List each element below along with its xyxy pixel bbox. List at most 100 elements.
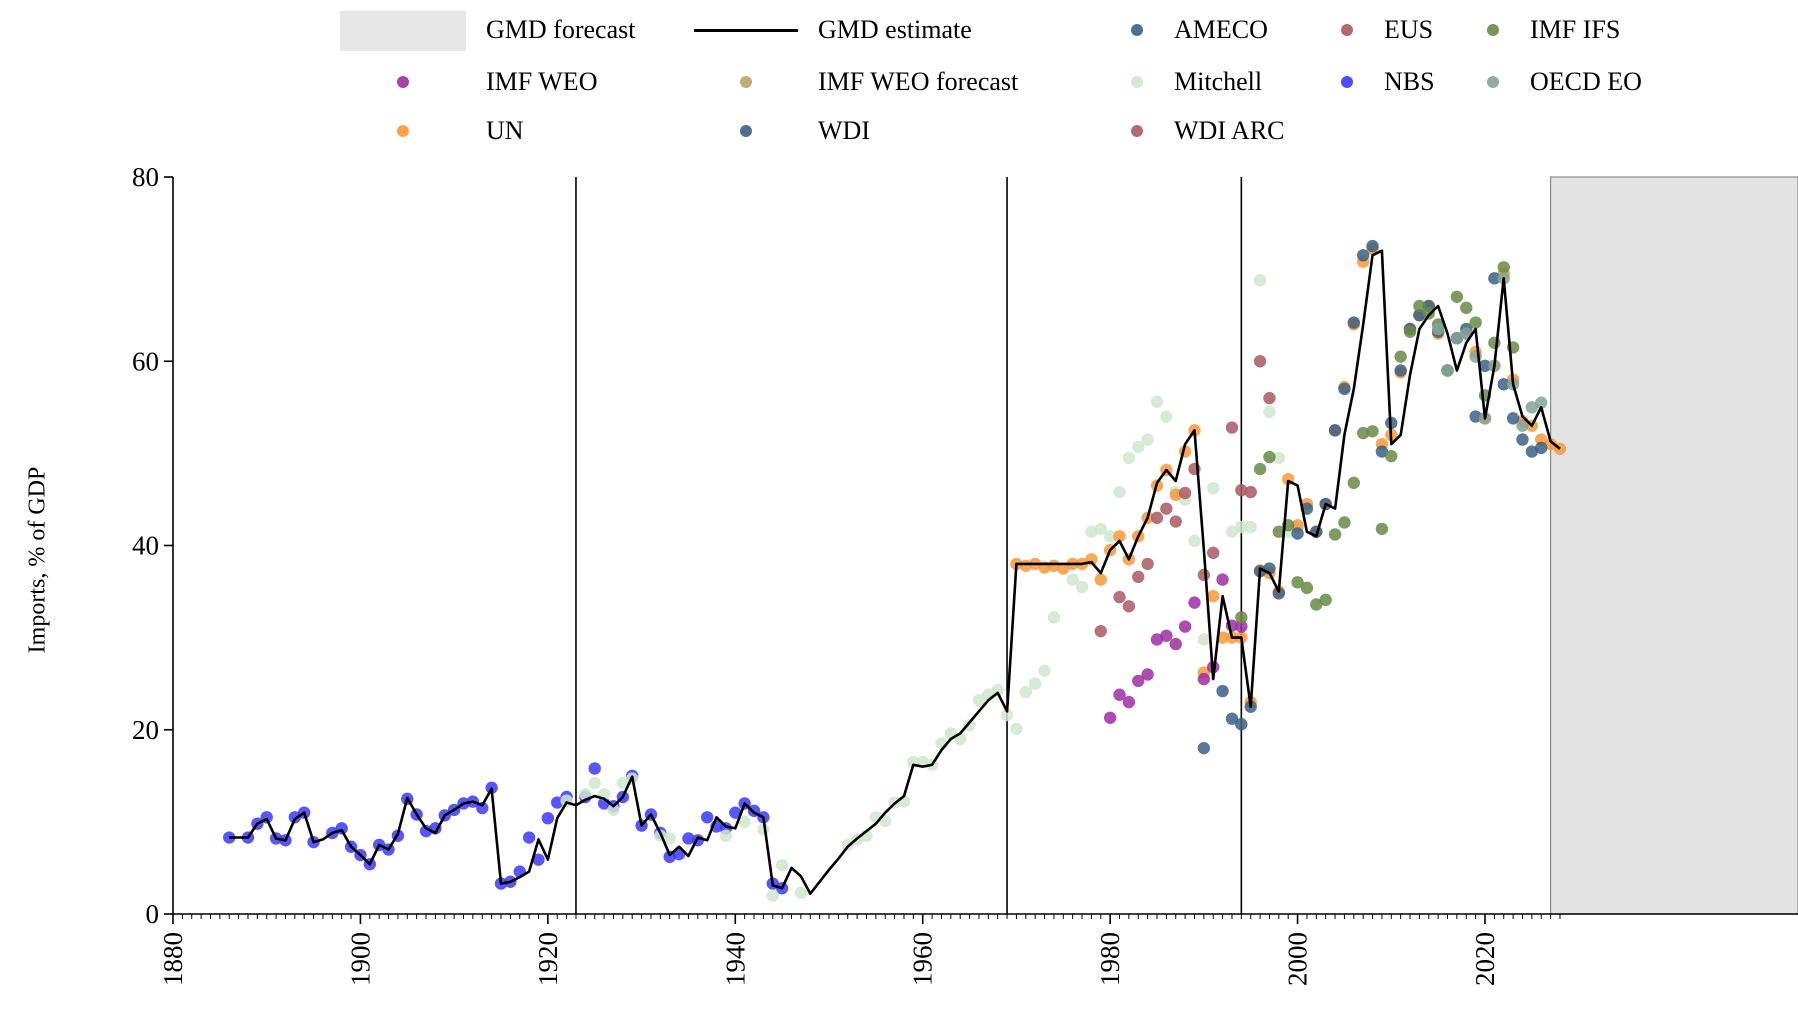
point-nbs bbox=[288, 811, 302, 824]
point-nbs bbox=[700, 811, 714, 824]
point-ameco bbox=[1272, 587, 1286, 600]
point-wdi-arc bbox=[1263, 391, 1276, 405]
point-oecd-eo bbox=[1431, 322, 1445, 336]
point-imf-ifs bbox=[1328, 528, 1342, 541]
point-mitchell bbox=[1047, 611, 1061, 624]
point-wdi-arc bbox=[1132, 570, 1145, 584]
point-mitchell bbox=[607, 803, 620, 817]
point-ameco bbox=[1535, 441, 1548, 455]
point-imf-ifs bbox=[1263, 450, 1276, 464]
point-imf-ifs bbox=[1413, 299, 1426, 313]
x-tick-label: 1880 bbox=[158, 932, 188, 986]
point-ameco bbox=[1197, 741, 1211, 755]
legend-symbol bbox=[1120, 67, 1154, 97]
point-nbs bbox=[419, 824, 433, 838]
vertical-lines-layer bbox=[575, 177, 1243, 914]
point-imf-weo bbox=[1216, 573, 1229, 586]
point-imf-ifs bbox=[1253, 462, 1267, 476]
legend-item-imf-weo: IMF WEO bbox=[340, 67, 597, 97]
point-mitchell bbox=[963, 718, 976, 732]
point-mitchell bbox=[1244, 520, 1257, 534]
y-tick-label: 80 bbox=[132, 162, 159, 192]
point-mitchell bbox=[1141, 433, 1154, 446]
point-wdi-arc bbox=[1207, 546, 1220, 560]
point-imf-ifs bbox=[1488, 336, 1501, 350]
legend-label: Mitchell bbox=[1174, 67, 1263, 96]
legend-symbol bbox=[694, 116, 798, 146]
point-mitchell bbox=[1066, 573, 1079, 586]
legend-symbol bbox=[694, 67, 798, 97]
legend-item-un: UN bbox=[340, 116, 524, 146]
legend-symbol bbox=[1120, 15, 1154, 45]
x-tick-label: 2020 bbox=[1470, 932, 1500, 986]
point-imf-weo bbox=[1160, 629, 1173, 642]
point-imf-weo bbox=[1150, 633, 1164, 646]
y-axis-label: Imports, % of GDP bbox=[24, 466, 51, 654]
legend-item-mitchell: Mitchell bbox=[1120, 67, 1262, 97]
point-mitchell bbox=[1132, 440, 1145, 454]
point-mitchell bbox=[1028, 677, 1042, 690]
point-wdi-arc bbox=[1253, 355, 1267, 368]
point-imf-weo bbox=[1132, 674, 1145, 688]
point-imf-weo bbox=[1103, 711, 1117, 724]
legend-item-imf-ifs: IMF IFS bbox=[1476, 15, 1620, 45]
point-imf-ifs bbox=[1300, 581, 1314, 595]
point-imf-weo bbox=[1122, 695, 1136, 709]
point-imf-ifs bbox=[1394, 350, 1407, 363]
point-mitchell bbox=[1122, 451, 1136, 465]
legend-item-gmd-estimate: GMD estimate bbox=[694, 15, 972, 45]
point-ameco bbox=[1506, 412, 1520, 425]
point-imf-ifs bbox=[1338, 516, 1351, 529]
legend-symbol bbox=[340, 11, 466, 51]
point-imf-weo bbox=[1178, 620, 1192, 633]
legend-label: IMF WEO bbox=[486, 67, 598, 96]
point-oecd-eo bbox=[1525, 401, 1539, 414]
point-mitchell bbox=[1075, 580, 1089, 594]
point-wdi-arc bbox=[1244, 485, 1257, 499]
point-ameco bbox=[1497, 378, 1510, 391]
point-ameco bbox=[1216, 684, 1229, 698]
y-tick-label: 40 bbox=[132, 531, 159, 561]
forecast-band bbox=[1549, 176, 1798, 915]
point-wdi-arc bbox=[1197, 568, 1211, 582]
point-wdi-arc bbox=[1094, 624, 1107, 638]
point-wdi-arc bbox=[1141, 557, 1154, 571]
point-mitchell bbox=[1150, 395, 1164, 408]
point-mitchell bbox=[991, 683, 1004, 697]
point-wdi-arc bbox=[1160, 502, 1173, 515]
point-imf-ifs bbox=[1347, 476, 1361, 490]
point-mitchell bbox=[794, 886, 808, 900]
point-wdi-arc bbox=[1150, 511, 1164, 525]
point-mitchell bbox=[1113, 485, 1126, 499]
point-mitchell bbox=[1000, 708, 1014, 722]
legend-symbol bbox=[340, 116, 466, 146]
point-un bbox=[1113, 530, 1126, 543]
point-imf-ifs bbox=[1497, 261, 1510, 274]
point-wdi-arc bbox=[1225, 421, 1239, 434]
point-mitchell bbox=[1038, 664, 1051, 677]
x-tick-label: 1940 bbox=[720, 932, 750, 986]
point-mitchell bbox=[1272, 451, 1286, 465]
point-wdi-arc bbox=[1178, 486, 1192, 500]
legend-label: NBS bbox=[1384, 67, 1435, 96]
point-mitchell bbox=[1019, 685, 1032, 699]
point-mitchell bbox=[1094, 522, 1107, 536]
point-imf-weo bbox=[1188, 596, 1201, 609]
point-mitchell bbox=[588, 776, 601, 790]
point-mitchell bbox=[972, 694, 986, 707]
x-tick-label: 1980 bbox=[1095, 932, 1125, 986]
point-imf-ifs bbox=[1310, 598, 1323, 611]
point-mitchell bbox=[775, 858, 789, 872]
legend-symbol bbox=[1120, 116, 1154, 146]
y-tick-label: 0 bbox=[146, 899, 160, 929]
point-mitchell bbox=[1188, 534, 1201, 548]
point-ameco bbox=[1525, 445, 1539, 458]
legend-item-imf-weo-forecast: IMF WEO forecast bbox=[694, 67, 1018, 97]
point-imf-ifs bbox=[1291, 576, 1304, 589]
legend: GMD forecast GMD estimate AMECO EUS IMF IFS I… bbox=[0, 0, 1798, 150]
point-imf-ifs bbox=[1356, 426, 1370, 440]
point-ameco bbox=[1488, 272, 1501, 285]
point-mitchell bbox=[1197, 633, 1211, 646]
point-mitchell bbox=[841, 838, 854, 852]
legend-label: EUS bbox=[1384, 15, 1434, 44]
